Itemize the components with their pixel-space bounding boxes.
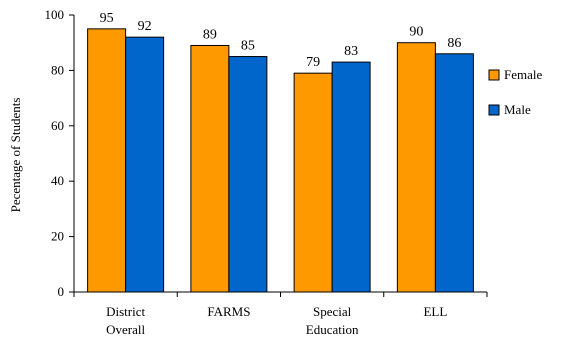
data-label: 79 (306, 55, 320, 70)
bar-female (87, 28, 127, 293)
bar-male (125, 36, 165, 293)
data-labels: 95 92 89 85 79 83 90 86 (100, 11, 462, 70)
legend-swatch-male (488, 104, 500, 116)
bar-male (331, 61, 371, 293)
y-tick-label: 100 (45, 7, 65, 22)
category-labels: District Overall FARMS Special Education ELL (106, 304, 447, 337)
legend-label-male: Male (504, 102, 531, 117)
bar-male (228, 56, 268, 293)
category-label: Special Education (306, 304, 359, 337)
y-tick-label: 40 (51, 173, 64, 188)
category-label: District Overall (106, 304, 145, 337)
y-tick-label: 20 (51, 229, 64, 244)
legend-swatch-female (488, 69, 500, 81)
legend: Female Male (488, 67, 542, 117)
bar-female (396, 42, 436, 293)
bar-female (293, 72, 333, 293)
y-axis-title-group: Pecentage of Students (8, 98, 23, 213)
y-axis: 0 20 40 60 80 100 (45, 7, 75, 299)
data-label: 86 (447, 36, 461, 51)
bar-female (190, 44, 230, 293)
y-tick-label: 60 (51, 118, 64, 133)
category-label: FARMS (207, 304, 250, 319)
data-label: 89 (203, 27, 217, 42)
category-label: ELL (423, 304, 447, 319)
y-tick-label: 0 (58, 284, 65, 299)
data-label: 85 (241, 39, 255, 54)
data-label: 92 (138, 19, 152, 34)
y-axis-title: Pecentage of Students (8, 98, 23, 213)
bar-male (434, 53, 474, 293)
data-label: 83 (344, 44, 358, 59)
bars (87, 28, 474, 293)
y-tick-label: 80 (51, 62, 64, 77)
legend-label-female: Female (504, 67, 542, 82)
x-axis (73, 291, 488, 297)
data-label: 95 (100, 11, 114, 26)
data-label: 90 (409, 25, 423, 40)
